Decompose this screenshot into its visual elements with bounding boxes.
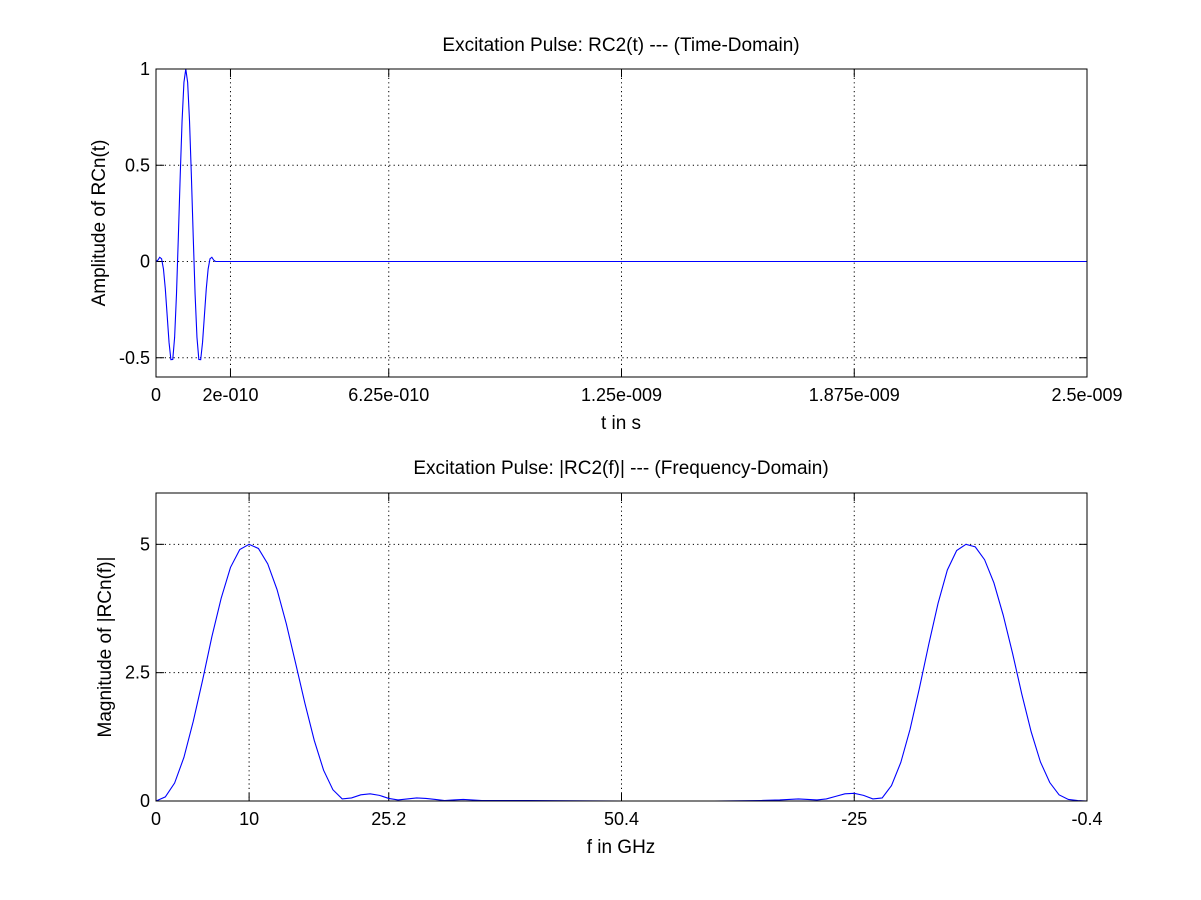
frequency-domain-x-tick-label: 50.4 [604, 809, 639, 829]
frequency-domain-subplot: 0 10 25.2 50.4 -25 -0.4 0 2.5 5 Excitation Pulse… [95, 458, 1103, 858]
time-domain-series-group [155, 68, 1087, 361]
time-domain-subplot: 0 2e-010 6.25e-010 1.25e-009 1.875e-009 2.5e-… [89, 35, 1123, 434]
time-domain-xlabel: t in s [601, 413, 641, 434]
frequency-domain-x-tick-label: 0 [151, 809, 161, 829]
time-domain-ylabel: Amplitude of RCn(t) [89, 140, 110, 307]
time-domain-y-tick-label: -0.5 [119, 348, 150, 368]
time-domain-x-tick-label: 6.25e-010 [348, 385, 429, 405]
time-domain-x-tick-label: 1.875e-009 [809, 385, 900, 405]
time-domain-y-tick-label: 1 [140, 59, 150, 79]
time-domain-axes-frame [155, 68, 1088, 378]
frequency-domain-x-tick-label: 10 [239, 809, 259, 829]
time-domain-title: Excitation Pulse: RC2(t) --- (Time-Domai… [442, 35, 799, 56]
frequency-domain-x-tick-label: -0.4 [1071, 809, 1102, 829]
frequency-domain-x-tick-label: 25.2 [371, 809, 406, 829]
time-domain-ticks: 0 2e-010 6.25e-010 1.25e-009 1.875e-009 2.5e-… [119, 59, 1123, 405]
time-domain-x-tick-label: 2.5e-009 [1051, 385, 1122, 405]
time-domain-x-tick-label: 0 [151, 385, 161, 405]
frequency-domain-y-tick-label: 0 [140, 791, 150, 811]
frequency-domain-y-tick-label: 2.5 [125, 663, 150, 683]
frequency-domain-x-tick-label: -25 [841, 809, 867, 829]
frequency-domain-ticks: 0 10 25.2 50.4 -25 -0.4 0 2.5 5 [125, 493, 1103, 829]
frequency-domain-xlabel: f in GHz [587, 837, 656, 858]
time-domain-y-tick-label: 0 [140, 252, 150, 272]
frequency-domain-axes-frame [155, 492, 1088, 802]
frequency-domain-ylabel: Magnitude of |RCn(f)| [95, 557, 116, 738]
frequency-domain-grid [156, 493, 1087, 801]
time-domain-x-tick-label: 1.25e-009 [581, 385, 662, 405]
time-domain-x-tick-label: 2e-010 [202, 385, 258, 405]
time-domain-series-line [155, 68, 1087, 361]
time-domain-y-tick-label: 0.5 [125, 155, 150, 175]
frequency-domain-y-tick-label: 5 [140, 534, 150, 554]
frequency-domain-title: Excitation Pulse: |RC2(f)| --- (Frequenc… [413, 458, 828, 479]
